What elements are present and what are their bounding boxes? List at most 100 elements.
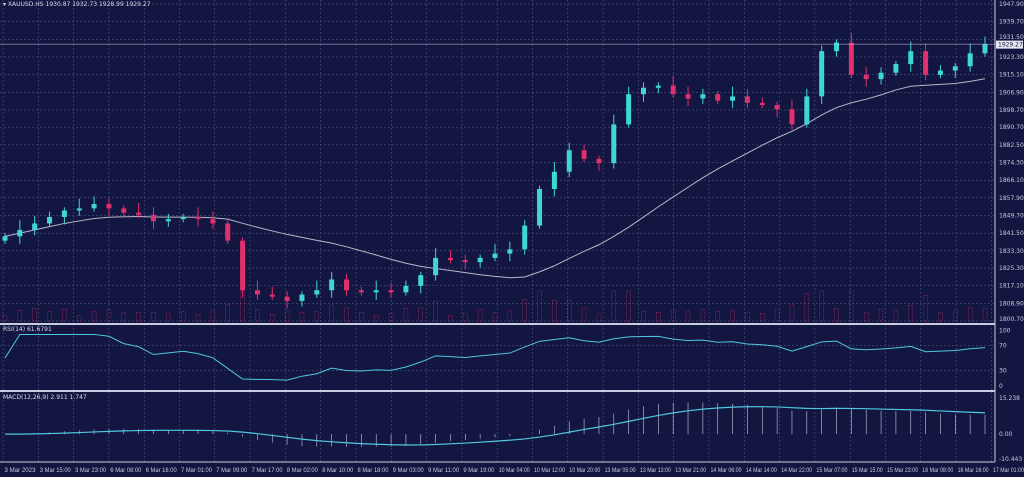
candle-body [923,51,929,75]
candle [937,65,943,79]
candle [744,88,750,109]
candle-body [225,223,231,241]
candle-body [893,64,899,73]
candle-body [121,208,127,213]
candle-body [433,257,439,276]
price-tick-label: 1808.90 [999,300,1024,307]
candle-body [180,216,186,220]
macd-header: MACD(12,26,9) 2.911 1.747 [3,394,87,401]
candle-body [640,87,646,95]
candle-body [61,210,67,217]
candle [774,101,780,117]
volume-bar [863,312,869,322]
macd-tick-label: -10.443 [999,456,1022,463]
candle [403,280,409,296]
candle-body [670,85,676,95]
volume-bar [730,310,735,322]
candle-body [314,290,320,295]
candle [373,280,379,300]
volume-bar [344,307,349,322]
candle-body [804,96,810,125]
volume-bar [834,308,839,322]
candle-body [967,53,973,67]
volume-bar [700,309,706,322]
candle [834,39,840,57]
candle-body [165,219,171,222]
time-tick-label: 10 Mar 20:00 [569,468,601,474]
volume-bar [745,311,750,322]
candle [210,211,216,229]
volume-bar [492,312,498,322]
volume-bar [878,308,884,322]
candle-body [759,102,765,106]
time-tick-label: 13 Mar 21:00 [675,468,707,474]
time-tick-label: 14 Mar 06:00 [711,468,743,474]
time-tick-label: 7 Mar 01:00 [181,468,213,474]
candle [908,41,914,72]
volume-bar [804,292,810,322]
candle-body [937,70,943,75]
candle [789,99,795,130]
candle [329,271,335,298]
volume-bar [2,315,8,322]
time-tick-label: 16 Mar 16:00 [958,468,990,474]
candle [225,218,231,244]
volume-bar [166,313,171,322]
pane-separator [0,390,995,392]
candle [700,88,706,104]
candle [522,220,528,255]
price-tick-label: 1906.90 [999,89,1024,96]
price-tick-label: 1825.30 [999,265,1024,272]
candle-body [537,188,543,226]
time-tick-label: 7 Mar 09:00 [216,468,248,474]
time-tick-label: 9 Mar 11:00 [428,468,460,474]
price-tick-label: 1923.30 [999,54,1024,61]
candle [121,205,127,219]
volume-bar [210,310,216,322]
candle [136,202,142,219]
candle [314,280,320,298]
volume-bar [180,311,186,322]
volume-bar [106,309,112,322]
candle-body [447,257,453,261]
time-tick-label: 14 Mar 22:00 [781,468,813,474]
current-price-tag [996,40,1023,49]
volume-bar [433,300,438,322]
volume-bar [47,310,52,322]
candle-body [418,275,424,286]
volume-bar [225,303,230,322]
candle-body [388,290,394,293]
candle-body [344,279,350,291]
time-tick-label: 6 Mar 08:00 [110,468,142,474]
volume-bar [284,310,290,322]
candle [596,155,602,171]
price-tick-label: 1898.70 [999,107,1024,114]
candle [447,250,453,264]
candle [952,63,958,79]
price-tick-label: 1817.10 [999,283,1024,290]
candle-body [522,225,528,250]
volume-bar [626,290,631,322]
candle-body [150,214,156,222]
price-tick-label: 1841.50 [999,230,1024,237]
candle [759,97,765,109]
candle-body [106,204,112,209]
candle-body [715,94,721,101]
candle [863,67,869,87]
time-tick-label: 8 Mar 10:00 [322,468,354,474]
candle-body [373,290,379,293]
candle-body [195,216,201,220]
macd-tick-label: 15.238 [999,395,1020,402]
candle [254,280,260,300]
candle [715,91,721,104]
candle-body [834,42,840,52]
candle-body [626,94,632,125]
candle-body [507,249,513,254]
time-tick-label: 10 Mar 12:00 [534,468,566,474]
candle [982,36,988,57]
candle [640,82,646,102]
volume-bar [403,307,409,322]
candle-body [982,44,988,54]
volume-bar [136,312,141,322]
